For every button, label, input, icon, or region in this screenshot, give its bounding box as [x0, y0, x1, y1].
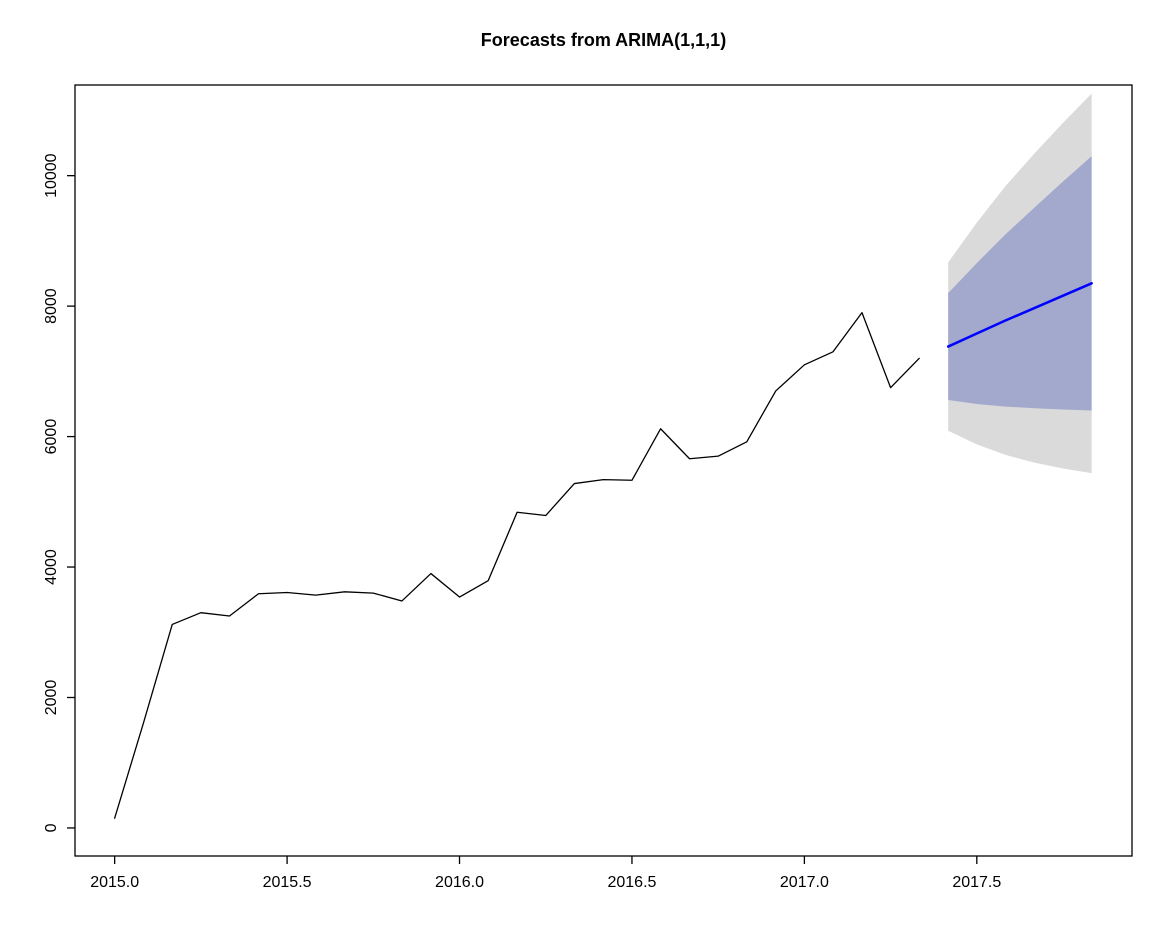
y-axis-tick-label: 4000 [43, 549, 60, 585]
chart-title: Forecasts from ARIMA(1,1,1) [480, 30, 727, 50]
y-axis-tick-label: 2000 [43, 680, 60, 716]
x-axis-tick-label: 2017.5 [952, 874, 1001, 891]
y-axis-tick-label: 0 [43, 823, 60, 832]
series-observed-line [114, 311, 920, 819]
x-axis-tick-label: 2015.5 [263, 874, 312, 891]
x-axis-tick-label: 2015.0 [90, 874, 139, 891]
x-axis-tick-label: 2016.5 [607, 874, 656, 891]
plot-box [74, 84, 1133, 857]
y-axis-tick-label: 8000 [43, 288, 60, 324]
series-forecast-mean-line [946, 282, 1093, 348]
x-axis-tick-label: 2016.0 [435, 874, 484, 891]
forecast-interval-80 [948, 156, 1092, 411]
x-axis-tick-label: 2017.0 [780, 874, 829, 891]
y-axis-tick-label: 6000 [43, 419, 60, 455]
y-axis-tick-label: 10000 [43, 153, 60, 198]
